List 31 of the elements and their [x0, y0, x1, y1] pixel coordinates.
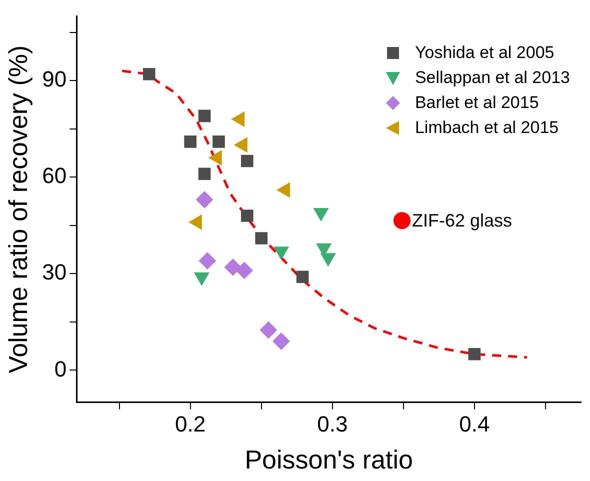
y-tick-label: 60 — [42, 163, 67, 188]
series-label: ZIF-62 glass — [412, 210, 512, 231]
y-axis-title: Volume ratio of recovery (%) — [2, 45, 33, 374]
y-tick-label: 30 — [42, 260, 67, 285]
legend-label: Limbach et al 2015 — [414, 117, 559, 139]
legend-label: Yoshida et al 2005 — [414, 42, 554, 64]
point — [184, 136, 196, 148]
x-tick-label: 0.4 — [459, 412, 490, 437]
point — [224, 258, 242, 276]
point — [236, 262, 253, 279]
point — [272, 332, 290, 350]
point — [212, 136, 225, 148]
point — [196, 191, 214, 208]
point — [260, 321, 277, 338]
y-tick-label: 0 — [54, 356, 67, 382]
x-tick-label: 0.3 — [317, 412, 348, 437]
legend-label: Sellappan et al 2013 — [414, 67, 570, 89]
point — [240, 210, 254, 222]
x-tick-label: 0.2 — [175, 412, 206, 437]
point — [198, 252, 216, 270]
point — [394, 212, 410, 230]
point — [468, 348, 481, 360]
point — [240, 154, 254, 168]
point — [255, 232, 268, 244]
point — [198, 168, 211, 180]
legend-label: Barlet et al 2015 — [414, 92, 539, 114]
y-tick-label: 90 — [42, 66, 67, 92]
x-axis-title: Poisson's ratio — [244, 444, 413, 475]
point — [142, 68, 156, 80]
point — [296, 270, 309, 284]
point — [198, 110, 211, 122]
